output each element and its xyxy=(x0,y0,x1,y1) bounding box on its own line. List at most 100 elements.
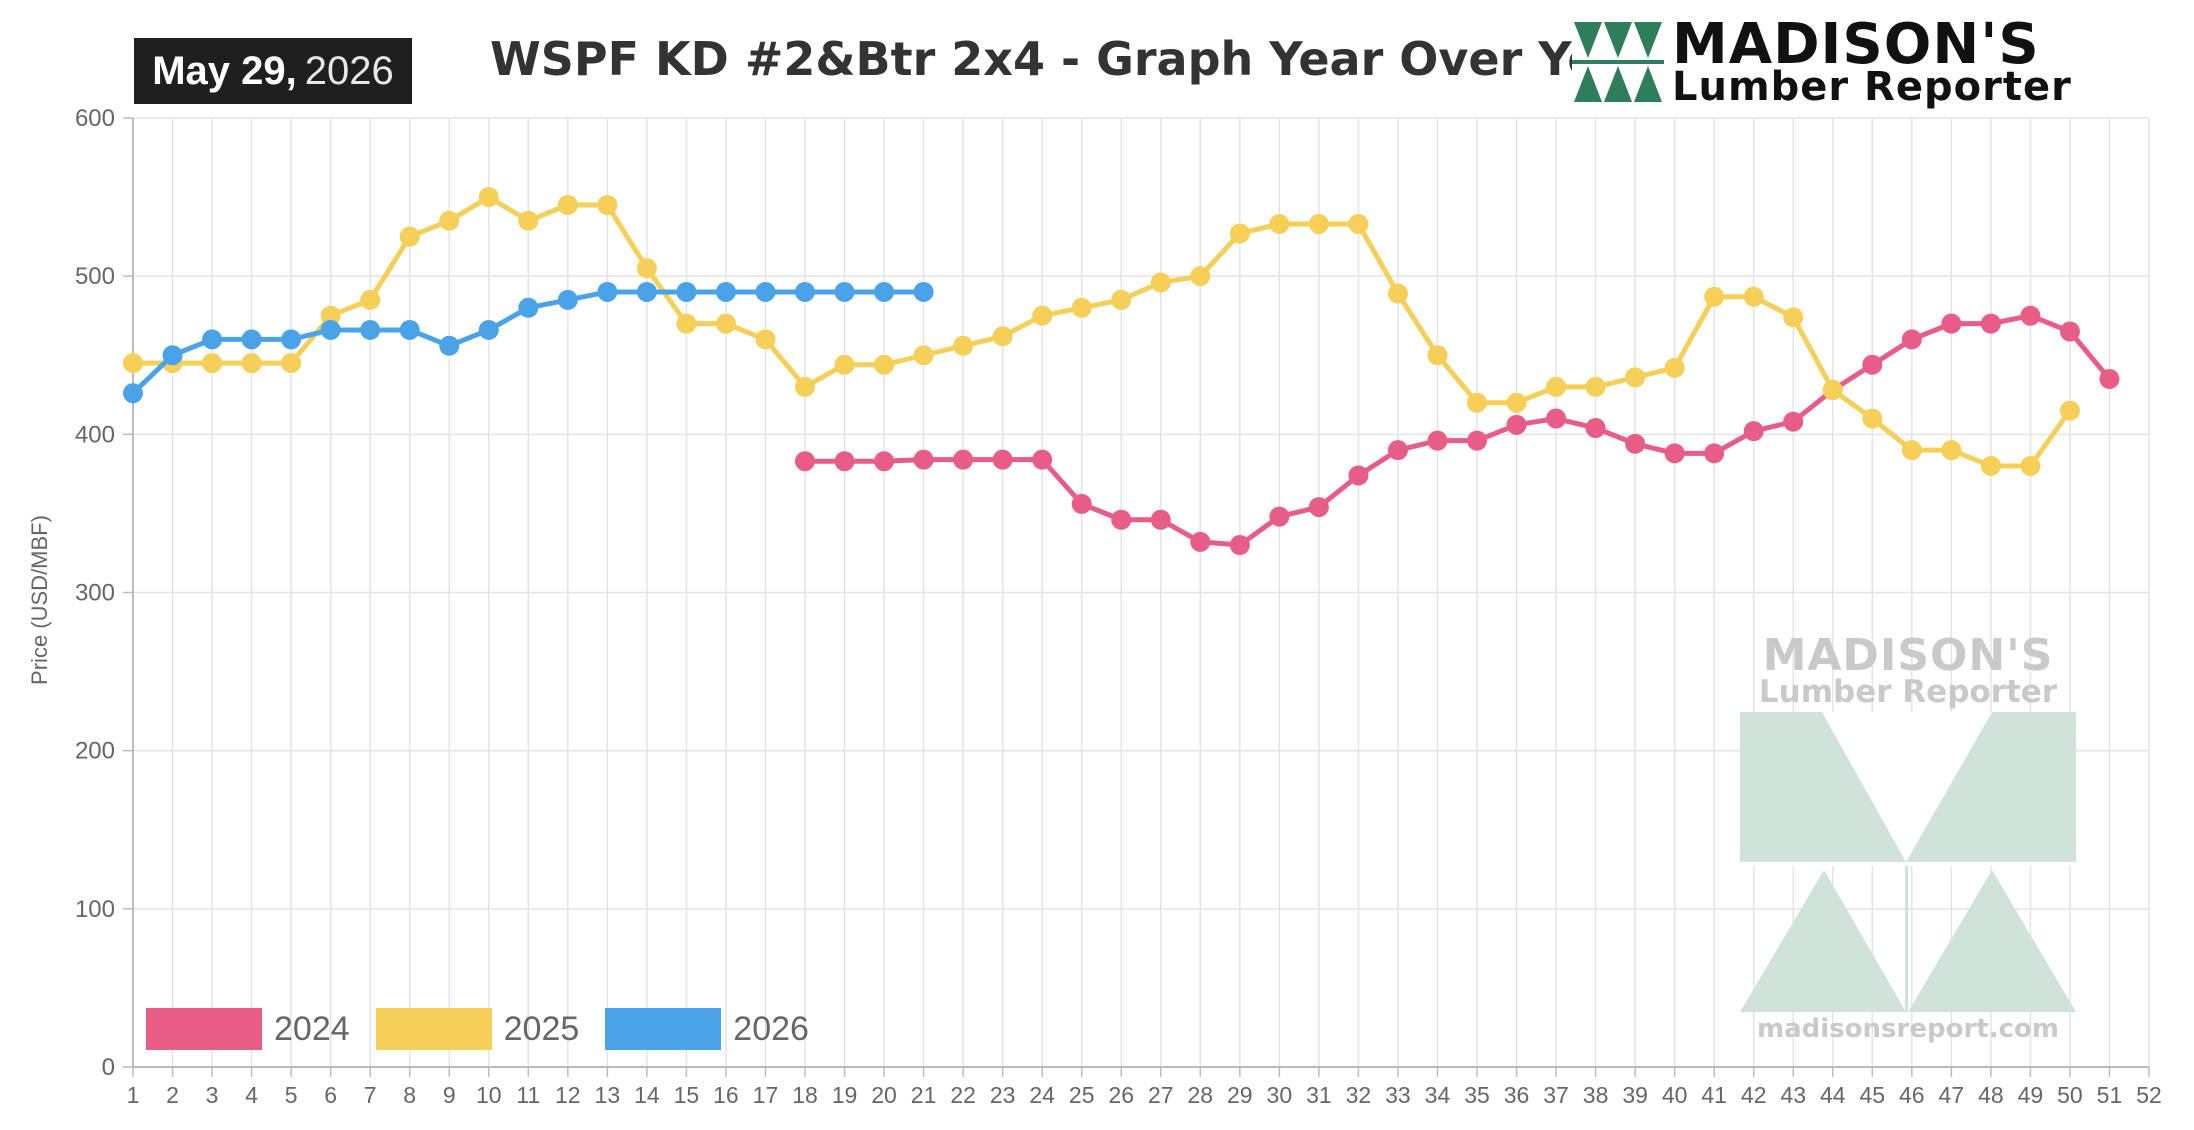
data-point-2024[interactable] xyxy=(1269,506,1290,527)
data-point-2025[interactable] xyxy=(1387,283,1408,304)
data-point-2025[interactable] xyxy=(281,353,302,374)
data-point-2025[interactable] xyxy=(557,194,578,215)
data-point-2025[interactable] xyxy=(241,353,262,374)
data-point-2026[interactable] xyxy=(795,281,815,302)
data-point-2024[interactable] xyxy=(1664,443,1685,464)
data-point-2026[interactable] xyxy=(676,281,697,302)
data-point-2025[interactable] xyxy=(1071,297,1092,318)
legend-item-2025[interactable]: 2025 xyxy=(375,1008,579,1050)
data-point-2024[interactable] xyxy=(834,451,855,472)
data-point-2025[interactable] xyxy=(1467,392,1487,413)
data-point-2026[interactable] xyxy=(597,281,618,302)
data-point-2025[interactable] xyxy=(1229,223,1250,244)
data-point-2025[interactable] xyxy=(715,313,736,334)
data-point-2025[interactable] xyxy=(399,226,420,247)
data-point-2025[interactable] xyxy=(478,187,499,208)
data-point-2026[interactable] xyxy=(123,383,143,404)
data-point-2024[interactable] xyxy=(2020,305,2041,326)
data-point-2024[interactable] xyxy=(1348,465,1369,486)
data-point-2024[interactable] xyxy=(1308,497,1329,518)
data-point-2025[interactable] xyxy=(1625,367,1646,388)
data-point-2024[interactable] xyxy=(1980,313,2001,334)
data-point-2024[interactable] xyxy=(1229,535,1250,556)
data-point-2025[interactable] xyxy=(676,313,697,334)
data-point-2025[interactable] xyxy=(636,258,657,279)
data-point-2024[interactable] xyxy=(1743,421,1764,442)
data-point-2026[interactable] xyxy=(636,281,657,302)
data-point-2024[interactable] xyxy=(1387,440,1408,461)
data-point-2024[interactable] xyxy=(795,451,815,472)
data-point-2025[interactable] xyxy=(1664,357,1685,378)
data-point-2025[interactable] xyxy=(1822,380,1843,401)
data-point-2024[interactable] xyxy=(1585,418,1606,439)
data-point-2024[interactable] xyxy=(1625,433,1646,454)
data-point-2024[interactable] xyxy=(2099,368,2120,389)
data-point-2025[interactable] xyxy=(992,326,1013,347)
data-point-2024[interactable] xyxy=(2059,321,2080,342)
data-point-2026[interactable] xyxy=(518,297,539,318)
data-point-2026[interactable] xyxy=(439,335,460,356)
data-point-2024[interactable] xyxy=(1862,354,1883,375)
data-point-2026[interactable] xyxy=(202,329,223,350)
data-point-2025[interactable] xyxy=(755,329,776,350)
legend-item-2026[interactable]: 2026 xyxy=(605,1008,809,1050)
data-point-2025[interactable] xyxy=(1941,440,1962,461)
data-point-2025[interactable] xyxy=(518,210,539,231)
data-point-2025[interactable] xyxy=(1269,213,1290,234)
data-point-2026[interactable] xyxy=(557,289,578,310)
data-point-2024[interactable] xyxy=(1704,443,1725,464)
data-point-2024[interactable] xyxy=(1071,493,1092,514)
data-point-2025[interactable] xyxy=(2020,455,2041,476)
data-point-2025[interactable] xyxy=(1506,392,1527,413)
data-point-2025[interactable] xyxy=(1032,305,1053,326)
data-point-2024[interactable] xyxy=(1506,414,1527,435)
data-point-2024[interactable] xyxy=(1783,411,1804,432)
data-point-2025[interactable] xyxy=(360,289,381,310)
data-point-2025[interactable] xyxy=(123,353,143,374)
data-point-2024[interactable] xyxy=(1111,509,1132,530)
data-point-2025[interactable] xyxy=(1427,345,1448,366)
data-point-2024[interactable] xyxy=(1032,449,1053,470)
data-point-2025[interactable] xyxy=(1980,455,2001,476)
data-point-2024[interactable] xyxy=(1427,430,1448,451)
data-point-2025[interactable] xyxy=(320,305,341,326)
data-point-2025[interactable] xyxy=(1308,213,1329,234)
data-point-2024[interactable] xyxy=(1150,509,1171,530)
data-point-2025[interactable] xyxy=(1901,440,1922,461)
data-point-2025[interactable] xyxy=(1862,408,1883,429)
data-point-2024[interactable] xyxy=(1467,430,1487,451)
data-point-2025[interactable] xyxy=(913,345,934,366)
data-point-2025[interactable] xyxy=(1743,286,1764,307)
data-point-2025[interactable] xyxy=(1546,376,1567,397)
data-point-2025[interactable] xyxy=(202,353,223,374)
data-point-2024[interactable] xyxy=(1901,329,1922,350)
data-point-2025[interactable] xyxy=(1783,307,1804,328)
data-point-2026[interactable] xyxy=(399,319,420,340)
data-point-2024[interactable] xyxy=(953,449,974,470)
data-point-2025[interactable] xyxy=(1704,286,1725,307)
data-point-2025[interactable] xyxy=(1585,376,1606,397)
data-point-2025[interactable] xyxy=(1150,272,1171,293)
data-point-2026[interactable] xyxy=(913,281,934,302)
data-point-2026[interactable] xyxy=(834,281,855,302)
data-point-2025[interactable] xyxy=(2059,400,2080,421)
data-point-2024[interactable] xyxy=(1190,531,1211,552)
legend-item-2024[interactable]: 2024 xyxy=(146,1008,350,1050)
data-point-2026[interactable] xyxy=(360,319,381,340)
data-point-2026[interactable] xyxy=(874,281,895,302)
data-point-2026[interactable] xyxy=(281,329,302,350)
data-point-2024[interactable] xyxy=(913,449,934,470)
data-point-2026[interactable] xyxy=(715,281,736,302)
data-point-2024[interactable] xyxy=(1941,313,1962,334)
data-point-2024[interactable] xyxy=(992,449,1013,470)
data-point-2025[interactable] xyxy=(1111,289,1132,310)
data-point-2026[interactable] xyxy=(478,319,499,340)
data-point-2026[interactable] xyxy=(755,281,776,302)
data-point-2025[interactable] xyxy=(874,354,895,375)
data-point-2026[interactable] xyxy=(320,319,341,340)
data-point-2025[interactable] xyxy=(795,376,815,397)
data-point-2025[interactable] xyxy=(1348,213,1369,234)
data-point-2025[interactable] xyxy=(953,335,974,356)
data-point-2025[interactable] xyxy=(439,210,460,231)
data-point-2025[interactable] xyxy=(597,194,618,215)
